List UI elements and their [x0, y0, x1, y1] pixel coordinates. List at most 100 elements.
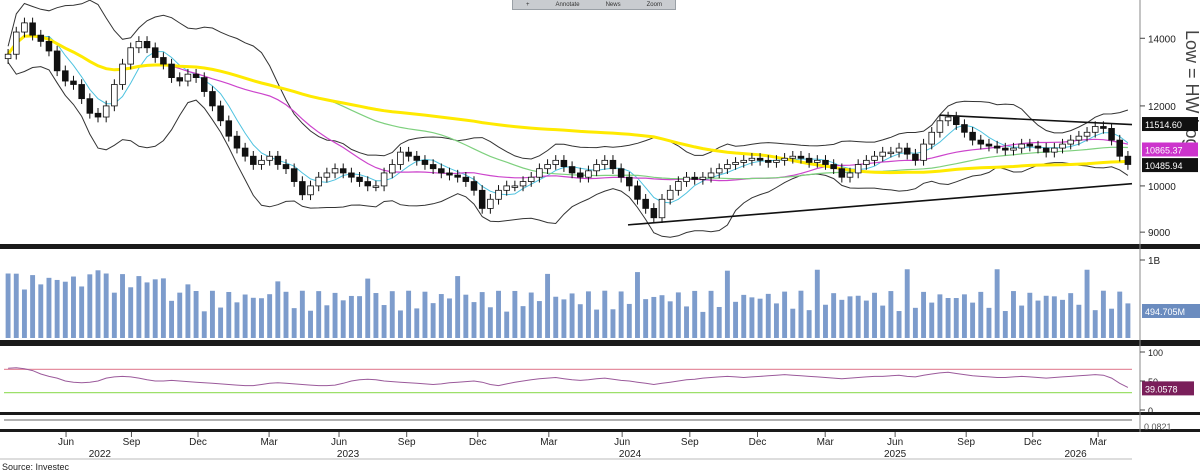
volume-bar — [365, 278, 371, 338]
volume-bar — [373, 293, 379, 338]
candle-down — [299, 181, 306, 196]
candle-down — [568, 166, 576, 174]
candle-down — [1100, 126, 1107, 129]
volume-bar — [1076, 304, 1082, 338]
volume-bar — [267, 294, 273, 338]
volume-bar — [790, 308, 796, 338]
price-tick-label: 12000 — [1148, 102, 1176, 113]
candle-up — [102, 105, 110, 118]
toolbar-item-annotate[interactable]: Annotate — [555, 1, 580, 8]
volume-bar — [945, 298, 951, 338]
candle-down — [1034, 145, 1042, 149]
volume-bar — [970, 302, 976, 338]
x-year-label: 2024 — [619, 449, 642, 460]
candle-up — [119, 63, 126, 85]
candle-down — [977, 139, 985, 145]
x-month-label: Dec — [1024, 437, 1042, 448]
candle-down — [151, 47, 159, 58]
candle-up — [12, 31, 20, 55]
volume-bar — [765, 293, 771, 338]
rsi-last-value-text: 39.0578 — [1145, 384, 1178, 394]
x-month-label: Mar — [260, 437, 278, 448]
volume-bar — [504, 311, 510, 338]
volume-bar — [234, 302, 240, 338]
volume-bar — [250, 297, 256, 338]
volume-bar — [242, 294, 248, 338]
rsi-tick-label: 100 — [1148, 348, 1163, 358]
volume-bar — [463, 294, 469, 338]
volume-bar — [201, 311, 207, 338]
candle-up — [1018, 143, 1025, 149]
volume-bar — [880, 305, 886, 338]
candle-down — [969, 131, 976, 141]
volume-bar — [528, 292, 534, 338]
volume-bar — [152, 279, 158, 338]
volume-bar — [872, 292, 877, 338]
volume-bar — [561, 299, 567, 338]
candle-up — [135, 41, 143, 49]
toolbar-item-news[interactable]: News — [605, 1, 621, 8]
candle-down — [250, 155, 257, 165]
candle-down — [993, 145, 1001, 149]
moving-average-long — [7, 35, 1128, 180]
volume-bar — [324, 305, 330, 338]
candle-up — [315, 176, 322, 187]
candle-down — [421, 159, 429, 165]
candle-down — [838, 168, 846, 178]
x-month-label: Dec — [749, 437, 767, 448]
volume-bar — [1002, 311, 1008, 338]
volume-bar — [896, 311, 902, 338]
chart-toolbar[interactable]: + Annotate News Zoom — [512, 0, 676, 10]
volume-bar — [1092, 310, 1098, 338]
volume-bar — [823, 304, 828, 338]
volume-bar — [1084, 269, 1090, 338]
volume-bar — [855, 295, 861, 338]
volume-bar — [961, 294, 967, 338]
volume-bar — [569, 293, 575, 338]
volume-bar — [226, 291, 232, 338]
volume-bar — [610, 309, 616, 338]
volume-bar — [128, 287, 134, 338]
price-tick-label: 9000 — [1148, 228, 1171, 239]
candle-up — [895, 147, 903, 153]
volume-bar — [1125, 303, 1131, 338]
candle-up — [1051, 147, 1058, 153]
candle-down — [348, 172, 355, 178]
volume-bar — [160, 278, 166, 338]
x-month-label: Jun — [331, 437, 347, 448]
candle-up — [920, 143, 927, 161]
candle-up — [397, 151, 404, 165]
x-month-label: Sep — [123, 437, 141, 448]
volume-bar — [773, 303, 779, 338]
x-month-label: Jun — [614, 437, 630, 448]
candle-down — [560, 159, 568, 167]
toolbar-item-add[interactable]: + — [526, 1, 530, 8]
volume-bar — [667, 301, 673, 338]
volume-bar — [381, 305, 387, 338]
candle-up — [585, 170, 592, 178]
volume-bar — [1051, 296, 1057, 338]
volume-bar — [479, 292, 485, 338]
x-month-label: Jun — [58, 437, 74, 448]
volume-bar — [692, 290, 698, 338]
toolbar-item-zoom[interactable]: Zoom — [646, 1, 662, 8]
candle-down — [53, 50, 61, 72]
volume-bar — [414, 308, 420, 338]
candle-up — [511, 185, 519, 188]
x-month-label: Jun — [887, 437, 903, 448]
volume-bar — [332, 292, 338, 338]
candle-down — [45, 41, 53, 52]
volume-bar — [46, 277, 52, 338]
last-value-tag-text: 10485.94 — [1145, 161, 1183, 171]
candle-down — [70, 80, 77, 85]
candle-down — [1108, 128, 1115, 141]
price-tick-label: 10000 — [1148, 182, 1176, 193]
volume-bar — [283, 291, 289, 338]
candle-down — [192, 73, 200, 78]
candle-up — [1075, 135, 1083, 141]
candle-down — [339, 168, 347, 174]
candle-up — [266, 155, 273, 161]
candle-down — [634, 185, 641, 200]
candle-up — [707, 172, 715, 178]
candle-down — [691, 176, 698, 180]
